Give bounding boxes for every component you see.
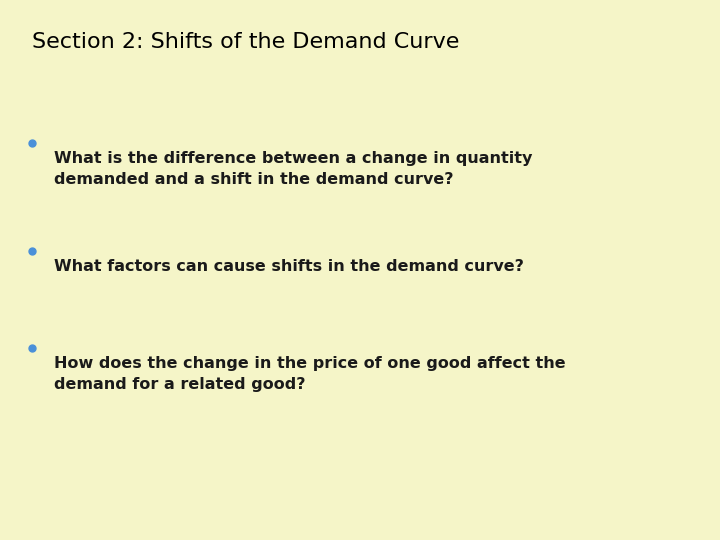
Text: How does the change in the price of one good affect the
demand for a related goo: How does the change in the price of one …: [54, 356, 566, 392]
Text: What is the difference between a change in quantity
demanded and a shift in the : What is the difference between a change …: [54, 151, 532, 187]
Text: What factors can cause shifts in the demand curve?: What factors can cause shifts in the dem…: [54, 259, 524, 274]
Text: Section 2: Shifts of the Demand Curve: Section 2: Shifts of the Demand Curve: [32, 32, 460, 52]
